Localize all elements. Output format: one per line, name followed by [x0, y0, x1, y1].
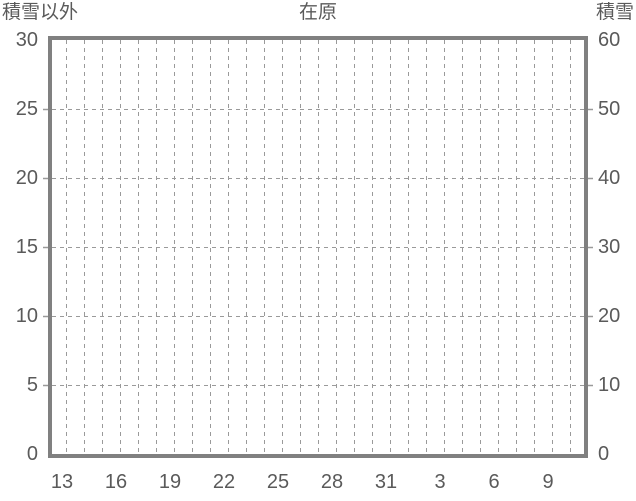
left-tick-label: 15 [15, 236, 38, 258]
x-tick-label: 28 [320, 471, 344, 493]
x-tick-label: 16 [104, 471, 128, 493]
left-tick-label: 25 [15, 98, 38, 120]
right-tick-label: 60 [598, 29, 621, 51]
left-tick-label: 20 [15, 167, 38, 189]
x-tick-label: 19 [158, 471, 182, 493]
page-title: 在原 [298, 2, 337, 23]
right-tick-label: 20 [598, 305, 621, 327]
left-axis-title: 積雪以外 [2, 2, 79, 23]
x-tick-label: 13 [50, 471, 74, 493]
right-tick-label: 50 [598, 98, 621, 120]
left-tick-label: 10 [15, 305, 38, 327]
right-tick-label: 30 [598, 236, 621, 258]
chart-header: 積雪以外 在原 積雪 [0, 0, 636, 30]
x-tick-label: 6 [488, 471, 500, 493]
left-tick-label: 30 [15, 29, 38, 51]
x-tick-label: 22 [212, 471, 236, 493]
left-tick-label: 0 [26, 443, 38, 465]
x-tick-label: 3 [434, 471, 446, 493]
right-tick-label: 0 [598, 443, 610, 465]
x-tick-label: 25 [266, 471, 290, 493]
x-tick-label: 9 [542, 471, 554, 493]
gridlines [52, 40, 584, 454]
left-tick-label: 5 [26, 374, 38, 396]
right-axis-title: 積雪 [595, 2, 634, 23]
plot-area [48, 36, 588, 458]
x-tick-label: 31 [374, 471, 398, 493]
right-tick-label: 10 [598, 374, 621, 396]
right-tick-label: 40 [598, 167, 621, 189]
